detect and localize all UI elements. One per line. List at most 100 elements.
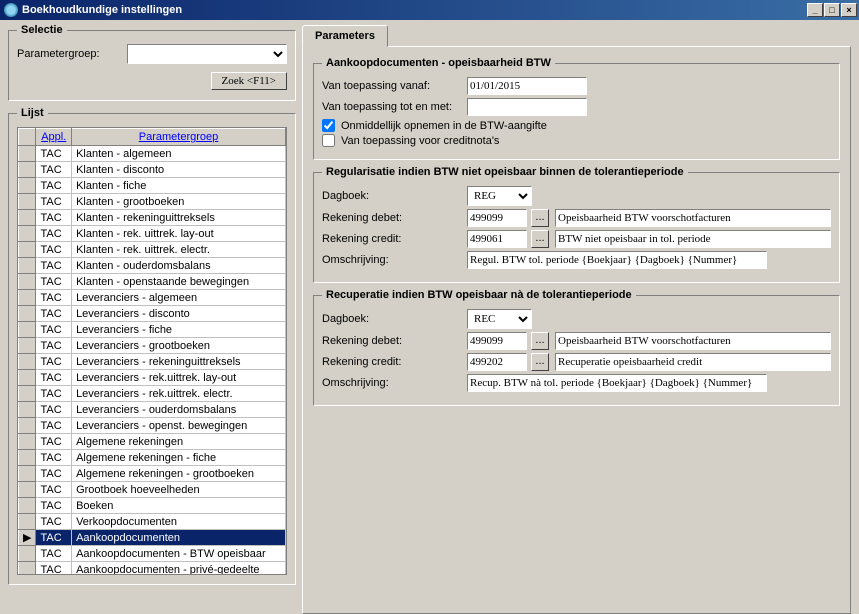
- cell-appl: TAC: [36, 386, 72, 402]
- table-row[interactable]: TACKlanten - openstaande bewegingen: [19, 274, 286, 290]
- maximize-button[interactable]: □: [824, 3, 840, 17]
- section-regularisatie-legend: Regularisatie indien BTW niet opeisbaar …: [322, 166, 688, 178]
- table-row[interactable]: TACBoeken: [19, 498, 286, 514]
- rec-dagboek-label: Dagboek:: [322, 313, 467, 325]
- table-row[interactable]: TACLeveranciers - fiche: [19, 322, 286, 338]
- reg-dagboek-select[interactable]: REG: [467, 186, 532, 206]
- vanaf-input[interactable]: [467, 77, 587, 95]
- lijst-legend: Lijst: [17, 107, 48, 119]
- reg-credit-lookup-button[interactable]: ...: [531, 230, 549, 248]
- rec-omschr-input[interactable]: [467, 374, 767, 392]
- cell-appl: TAC: [36, 274, 72, 290]
- row-indicator: [19, 514, 36, 530]
- rec-debet-input[interactable]: [467, 332, 527, 350]
- parametergroep-select[interactable]: [127, 44, 287, 64]
- table-row[interactable]: TACKlanten - algemeen: [19, 146, 286, 162]
- table-row[interactable]: TACKlanten - rek. uittrek. electr.: [19, 242, 286, 258]
- section-aankoop: Aankoopdocumenten - opeisbaarheid BTW Va…: [313, 57, 840, 160]
- cell-appl: TAC: [36, 466, 72, 482]
- cell-parametergroep: Algemene rekeningen: [72, 434, 286, 450]
- col-header-appl[interactable]: Appl.: [36, 129, 72, 146]
- row-indicator: [19, 274, 36, 290]
- lijst-grid[interactable]: Appl. Parametergroep TACKlanten - algeme…: [17, 127, 287, 575]
- row-indicator: [19, 466, 36, 482]
- cell-parametergroep: Klanten - openstaande bewegingen: [72, 274, 286, 290]
- row-indicator: [19, 178, 36, 194]
- reg-omschr-input[interactable]: [467, 251, 767, 269]
- cell-parametergroep: Leveranciers - fiche: [72, 322, 286, 338]
- cell-appl: TAC: [36, 370, 72, 386]
- reg-debet-desc[interactable]: [555, 209, 831, 227]
- table-row[interactable]: TACKlanten - ouderdomsbalans: [19, 258, 286, 274]
- table-row[interactable]: TACGrootboek hoeveelheden: [19, 482, 286, 498]
- table-row[interactable]: TACKlanten - disconto: [19, 162, 286, 178]
- row-indicator: [19, 450, 36, 466]
- table-row[interactable]: TACLeveranciers - rek.uittrek. lay-out: [19, 370, 286, 386]
- tab-parameters[interactable]: Parameters: [302, 25, 388, 47]
- cell-parametergroep: Algemene rekeningen - fiche: [72, 450, 286, 466]
- table-row[interactable]: TACKlanten - grootboeken: [19, 194, 286, 210]
- cell-appl: TAC: [36, 306, 72, 322]
- cell-appl: TAC: [36, 322, 72, 338]
- tab-content: Aankoopdocumenten - opeisbaarheid BTW Va…: [302, 46, 851, 614]
- close-button[interactable]: ×: [841, 3, 857, 17]
- table-row[interactable]: TACLeveranciers - openst. bewegingen: [19, 418, 286, 434]
- rec-debet-lookup-button[interactable]: ...: [531, 332, 549, 350]
- cell-parametergroep: Grootboek hoeveelheden: [72, 482, 286, 498]
- table-row[interactable]: TACKlanten - fiche: [19, 178, 286, 194]
- onmiddellijk-checkbox[interactable]: [322, 119, 335, 132]
- table-row[interactable]: TACLeveranciers - rekeninguittreksels: [19, 354, 286, 370]
- table-row[interactable]: TACAankoopdocumenten - BTW opeisbaar: [19, 546, 286, 562]
- rec-credit-input[interactable]: [467, 353, 527, 371]
- reg-debet-label: Rekening debet:: [322, 212, 467, 224]
- table-row[interactable]: ▶TACAankoopdocumenten: [19, 530, 286, 546]
- rec-dagboek-select[interactable]: REC: [467, 309, 532, 329]
- rec-credit-desc[interactable]: [555, 353, 831, 371]
- table-row[interactable]: TACAlgemene rekeningen - grootboeken: [19, 466, 286, 482]
- rec-credit-lookup-button[interactable]: ...: [531, 353, 549, 371]
- cell-appl: TAC: [36, 546, 72, 562]
- row-indicator: [19, 322, 36, 338]
- reg-debet-input[interactable]: [467, 209, 527, 227]
- table-row[interactable]: TACAlgemene rekeningen: [19, 434, 286, 450]
- row-indicator: [19, 226, 36, 242]
- cell-appl: TAC: [36, 530, 72, 546]
- cell-parametergroep: Leveranciers - grootboeken: [72, 338, 286, 354]
- cell-appl: TAC: [36, 146, 72, 162]
- row-indicator: [19, 194, 36, 210]
- rec-debet-desc[interactable]: [555, 332, 831, 350]
- table-row[interactable]: TACLeveranciers - grootboeken: [19, 338, 286, 354]
- row-indicator: [19, 402, 36, 418]
- corner-cell: [19, 129, 36, 146]
- onmiddellijk-label: Onmiddellijk opnemen in de BTW-aangifte: [341, 120, 547, 132]
- creditnota-checkbox[interactable]: [322, 134, 335, 147]
- table-row[interactable]: TACLeveranciers - ouderdomsbalans: [19, 402, 286, 418]
- tot-input[interactable]: [467, 98, 587, 116]
- cell-parametergroep: Leveranciers - openst. bewegingen: [72, 418, 286, 434]
- cell-appl: TAC: [36, 354, 72, 370]
- cell-appl: TAC: [36, 210, 72, 226]
- table-row[interactable]: TACKlanten - rekeninguittreksels: [19, 210, 286, 226]
- reg-credit-desc[interactable]: [555, 230, 831, 248]
- table-row[interactable]: TACLeveranciers - algemeen: [19, 290, 286, 306]
- rec-credit-label: Rekening credit:: [322, 356, 467, 368]
- row-indicator: [19, 370, 36, 386]
- row-indicator: [19, 482, 36, 498]
- selectie-legend: Selectie: [17, 24, 67, 36]
- table-row[interactable]: TACLeveranciers - disconto: [19, 306, 286, 322]
- table-row[interactable]: TACVerkoopdocumenten: [19, 514, 286, 530]
- row-indicator: [19, 146, 36, 162]
- table-row[interactable]: TACAlgemene rekeningen - fiche: [19, 450, 286, 466]
- zoek-button[interactable]: Zoek <F11>: [211, 72, 287, 90]
- cell-appl: TAC: [36, 226, 72, 242]
- cell-appl: TAC: [36, 418, 72, 434]
- row-indicator: [19, 386, 36, 402]
- reg-credit-input[interactable]: [467, 230, 527, 248]
- table-row[interactable]: TACLeveranciers - rek.uittrek. electr.: [19, 386, 286, 402]
- table-row[interactable]: TACAankoopdocumenten - privé-gedeelte: [19, 562, 286, 576]
- col-header-parametergroep[interactable]: Parametergroep: [72, 129, 286, 146]
- table-row[interactable]: TACKlanten - rek. uittrek. lay-out: [19, 226, 286, 242]
- minimize-button[interactable]: _: [807, 3, 823, 17]
- reg-debet-lookup-button[interactable]: ...: [531, 209, 549, 227]
- cell-parametergroep: Leveranciers - rekeninguittreksels: [72, 354, 286, 370]
